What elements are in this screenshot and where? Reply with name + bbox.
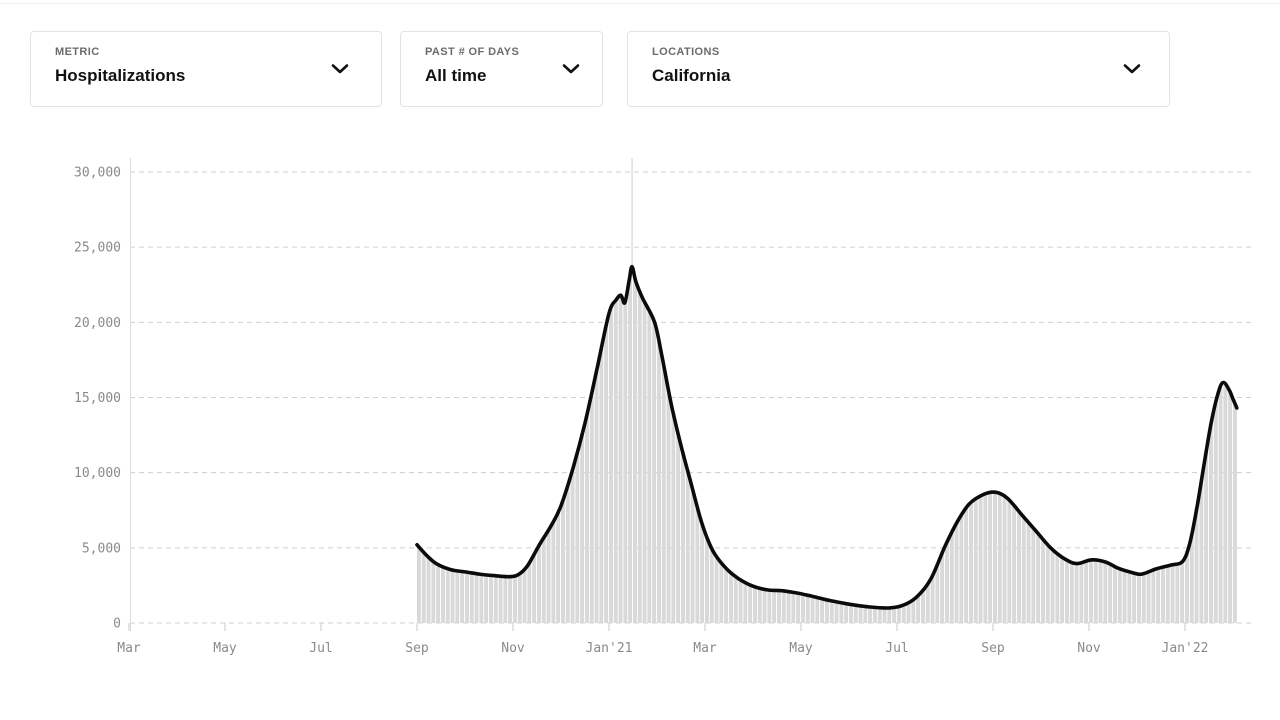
svg-text:Jan'21: Jan'21: [586, 641, 633, 656]
svg-text:Nov: Nov: [501, 641, 525, 656]
x-tick-labels: Mar May Jul Sep Nov Jan'21 Mar May Jul Sep Nov Jan'…: [117, 623, 1208, 656]
chevron-down-icon: [562, 63, 580, 75]
chevron-down-icon: [1123, 63, 1141, 75]
metric-dropdown-label: METRIC: [55, 46, 100, 58]
svg-text:10,000: 10,000: [74, 466, 121, 481]
locations-dropdown-label: LOCATIONS: [652, 46, 720, 58]
locations-dropdown-value: California: [652, 66, 731, 85]
svg-text:Sep: Sep: [405, 641, 429, 656]
svg-text:5,000: 5,000: [82, 541, 121, 556]
past-days-dropdown-label: PAST # OF DAYS: [425, 46, 520, 58]
svg-text:20,000: 20,000: [74, 316, 121, 331]
y-axis-labels: 0 5,000 10,000 15,000 20,000 25,000 30,000: [74, 166, 121, 632]
svg-text:May: May: [213, 641, 237, 656]
metric-dropdown[interactable]: METRIC Hospitalizations: [30, 31, 382, 107]
svg-text:Jan'22: Jan'22: [1162, 641, 1209, 656]
past-days-dropdown[interactable]: PAST # OF DAYS All time: [400, 31, 603, 107]
page-top-divider: [0, 3, 1280, 4]
metric-dropdown-value: Hospitalizations: [55, 66, 186, 85]
area-bars: [417, 275, 1237, 623]
svg-text:Mar: Mar: [117, 641, 141, 656]
svg-text:Jul: Jul: [885, 641, 908, 656]
svg-text:0: 0: [113, 617, 121, 632]
locations-dropdown[interactable]: LOCATIONS California: [627, 31, 1170, 107]
svg-text:25,000: 25,000: [74, 241, 121, 256]
past-days-dropdown-value: All time: [425, 66, 487, 85]
svg-text:30,000: 30,000: [74, 166, 121, 181]
svg-text:Jul: Jul: [309, 641, 332, 656]
svg-text:15,000: 15,000: [74, 391, 121, 406]
svg-text:May: May: [789, 641, 813, 656]
y-gridlines: [130, 171, 1251, 624]
svg-text:Mar: Mar: [693, 641, 717, 656]
svg-text:Nov: Nov: [1077, 641, 1101, 656]
chevron-down-icon: [331, 63, 349, 75]
svg-text:Sep: Sep: [981, 641, 1005, 656]
trend-line: [415, 264, 1239, 610]
